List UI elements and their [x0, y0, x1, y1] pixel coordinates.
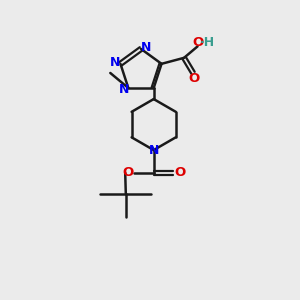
- Text: O: O: [122, 166, 133, 179]
- Text: N: N: [141, 41, 152, 54]
- Text: O: O: [188, 72, 199, 85]
- Text: O: O: [193, 36, 204, 49]
- Text: O: O: [174, 166, 185, 179]
- Text: N: N: [119, 83, 130, 96]
- Text: ·H: ·H: [200, 36, 215, 49]
- Text: N: N: [110, 56, 120, 69]
- Text: N: N: [148, 144, 159, 157]
